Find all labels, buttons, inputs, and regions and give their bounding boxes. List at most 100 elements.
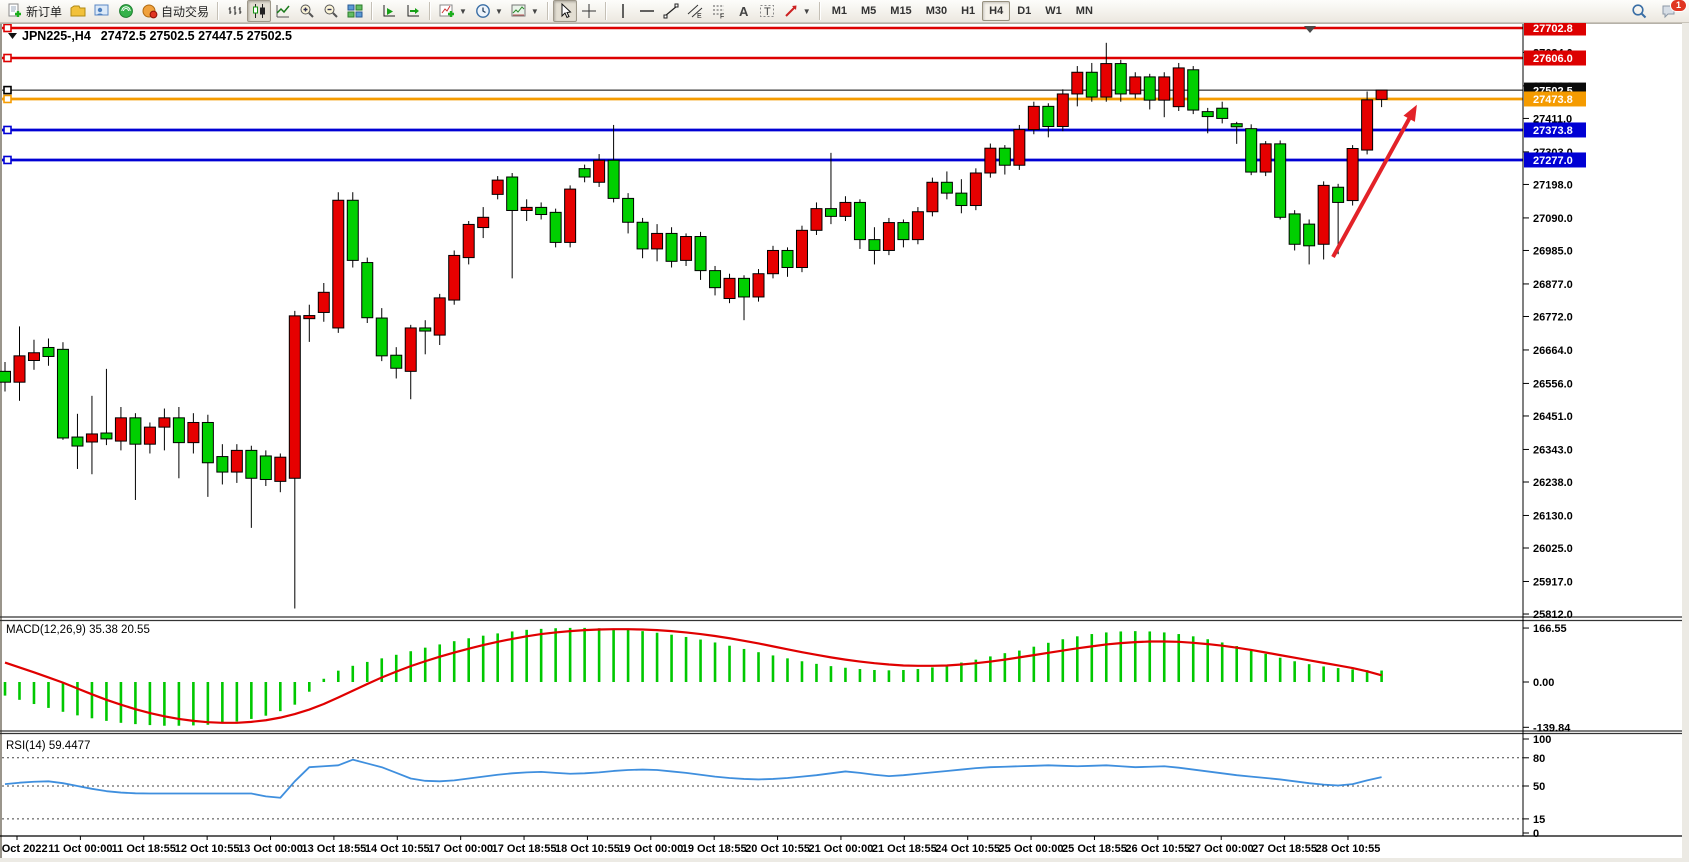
candle-body	[665, 232, 678, 262]
tile-windows-icon	[347, 3, 363, 19]
rsi-tick-label: 100	[1533, 734, 1551, 746]
hline-anchor[interactable]	[3, 85, 12, 95]
timeframe-button-H1[interactable]: H1	[961, 5, 976, 17]
market-watch-button[interactable]	[90, 0, 114, 22]
candle-body	[0, 370, 11, 383]
timeframe-button-D1[interactable]: D1	[1017, 5, 1032, 17]
time-label: 25 Oct 18:55	[1062, 843, 1127, 855]
toolbar-separator	[429, 2, 432, 20]
templates-button[interactable]: ▼	[507, 0, 543, 22]
price-badge	[1524, 20, 1586, 36]
hline-anchor[interactable]	[3, 155, 12, 165]
timeframe-button-M15[interactable]: M15	[890, 5, 912, 17]
candle-body	[129, 417, 142, 445]
candle-body	[738, 277, 751, 298]
window-frame-left	[0, 23, 2, 862]
candle-body	[1332, 186, 1345, 203]
timeframe-button-M30[interactable]: M30	[925, 5, 948, 17]
arrows-tool-button[interactable]: ▼	[779, 0, 815, 22]
profile-icon	[70, 3, 86, 19]
svg-text:F: F	[720, 14, 724, 20]
text-label-tool-button[interactable]: T	[755, 0, 779, 22]
time-label: 10 Oct 2022	[0, 843, 48, 855]
chart-shift-marker[interactable]	[1304, 26, 1316, 33]
notifications-button[interactable]: 1	[1657, 0, 1687, 20]
candle-body	[1056, 93, 1069, 127]
candle-body	[839, 201, 852, 217]
cursor-tool-button[interactable]	[552, 0, 577, 22]
text-tool-button[interactable]: A	[731, 0, 755, 22]
candlestick-series	[0, 42, 1388, 609]
timeframe-button-H4[interactable]: H4	[982, 1, 1011, 21]
periods-button[interactable]: ▼	[471, 0, 507, 22]
candle-body	[998, 147, 1011, 166]
crosshair-tool-button[interactable]	[577, 0, 601, 22]
trendline-tool-button[interactable]	[659, 0, 683, 22]
candle-body	[1245, 128, 1258, 173]
line-chart-button[interactable]	[271, 0, 295, 22]
candle-body	[1100, 63, 1113, 98]
trendline-icon	[663, 3, 679, 19]
autotrading-button[interactable]: 自动交易	[138, 0, 213, 22]
candle-body	[622, 197, 635, 223]
candle-body	[477, 216, 490, 229]
channel-tool-button[interactable]: E	[683, 0, 707, 22]
zoom-out-button[interactable]	[319, 0, 343, 22]
symbol-title: JPN225-,H4	[22, 29, 91, 43]
candle-body	[1187, 69, 1200, 111]
time-label: 28 Oct 10:55	[1316, 843, 1381, 855]
chart-profile-button[interactable]	[66, 0, 90, 22]
symbol-dropdown-icon[interactable]	[8, 33, 17, 39]
price-tick-label: 26877.0	[1533, 279, 1573, 291]
auto-scroll-icon	[405, 3, 421, 19]
candle-body	[56, 348, 69, 439]
equidistant-channel-icon: E	[687, 3, 703, 19]
drawing-annotations[interactable]	[1331, 104, 1417, 258]
macd-tick-label: 0.00	[1533, 677, 1554, 689]
auto-scroll-button[interactable]	[401, 0, 425, 22]
timeframe-button-W1[interactable]: W1	[1045, 5, 1062, 17]
trend-arrow-head[interactable]	[1403, 104, 1417, 122]
vertical-line-tool-button[interactable]	[611, 0, 635, 22]
candle-body	[549, 211, 562, 243]
hline-anchor[interactable]	[3, 53, 12, 63]
template-icon	[511, 3, 527, 19]
candlestick-chart-button[interactable]	[247, 0, 272, 22]
price-axis[interactable]: 27624.027516.027411.027303.027198.027090…	[1523, 20, 1586, 840]
chart-shift-button[interactable]	[377, 0, 401, 22]
hline-anchor[interactable]	[3, 94, 12, 104]
new-order-icon	[7, 3, 23, 19]
price-tick-label: 27411.0	[1533, 113, 1572, 125]
candle-body	[882, 222, 895, 251]
hline-anchor[interactable]	[3, 23, 12, 33]
svg-text:E: E	[697, 13, 702, 19]
clock-icon	[475, 3, 491, 19]
candle-body	[274, 456, 287, 482]
trend-arrow-line[interactable]	[1331, 109, 1416, 258]
candle-body	[85, 433, 98, 443]
candle-body	[1013, 129, 1026, 166]
indicators-button[interactable]: ▼	[435, 0, 471, 22]
timeframe-button-MN[interactable]: MN	[1075, 5, 1093, 17]
horizontal-line-tool-button[interactable]	[635, 0, 659, 22]
timeframe-button-M5[interactable]: M5	[861, 5, 877, 17]
time-label: 11 Oct 00:00	[48, 843, 112, 855]
new-order-button[interactable]: 新订单	[3, 0, 66, 22]
chevron-down-icon: ▼	[494, 6, 503, 16]
toolbar-separator	[604, 2, 607, 20]
hline-anchor[interactable]	[3, 125, 12, 135]
signal-button[interactable]	[114, 0, 138, 22]
candle-body	[100, 432, 113, 440]
fibonacci-tool-button[interactable]: F	[707, 0, 731, 22]
time-label: 19 Oct 00:00	[618, 843, 683, 855]
bar-chart-button[interactable]	[223, 0, 247, 22]
rsi-label: RSI(14) 59.4477	[6, 740, 90, 752]
candle-body	[114, 417, 127, 442]
timeframe-button-M1[interactable]: M1	[831, 5, 847, 17]
zoom-in-button[interactable]	[295, 0, 319, 22]
candle-body	[709, 270, 722, 289]
search-button[interactable]	[1627, 0, 1651, 22]
tile-windows-button[interactable]	[343, 0, 367, 22]
